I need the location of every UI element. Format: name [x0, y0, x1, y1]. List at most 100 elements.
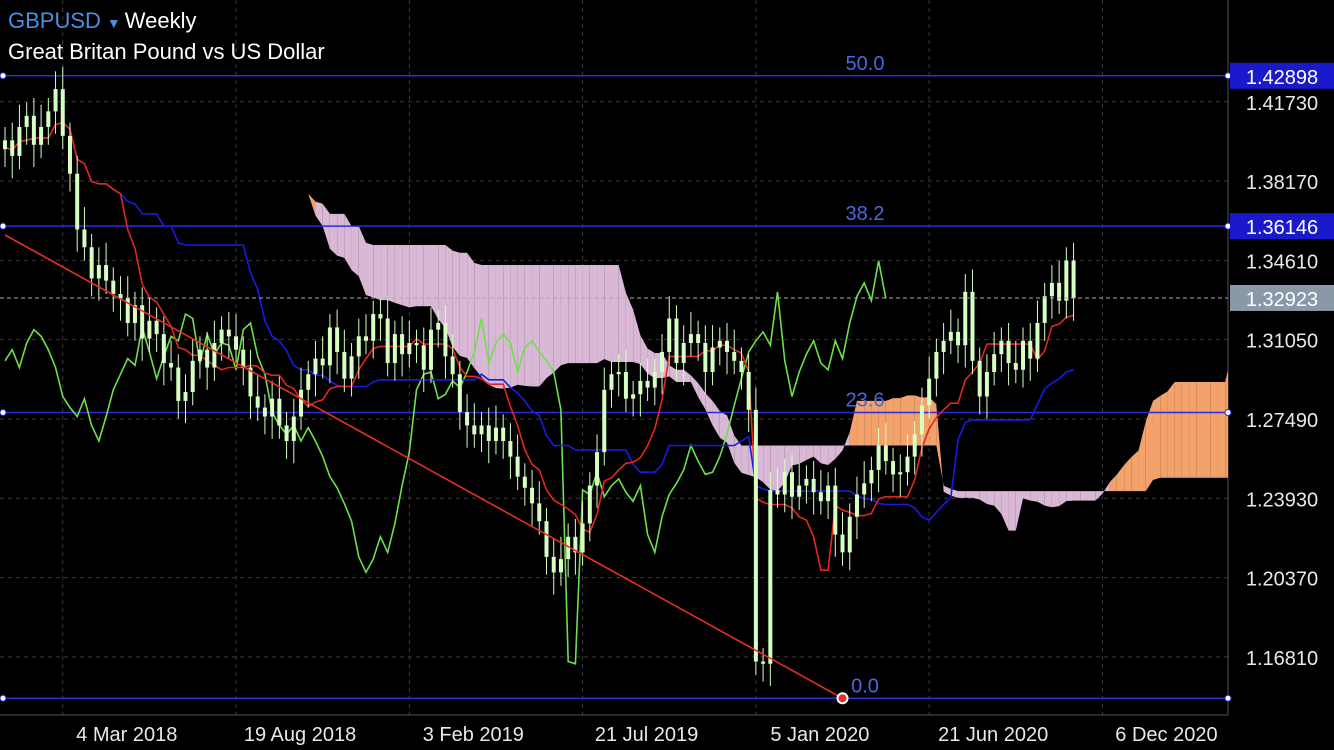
cloud-segment	[329, 213, 338, 256]
cloud-segment	[1210, 382, 1218, 478]
cloud-segment	[387, 245, 395, 303]
fib-price-label: 1.42898	[1246, 67, 1318, 89]
candle-body	[17, 126, 22, 156]
candle-body	[46, 111, 51, 127]
cloud-segment	[806, 445, 814, 460]
cloud-segment	[676, 369, 684, 383]
candle-body	[587, 485, 592, 524]
cloud-segment	[1152, 395, 1161, 481]
cloud-segment	[979, 491, 987, 504]
cloud-segment	[1174, 382, 1182, 478]
candle-body	[190, 360, 195, 393]
axes: 1.32923 1.41730 1.38170 1.34610 1.31050 1.274…	[0, 93, 1334, 746]
time-tick-label: 19 Aug 2018	[244, 724, 356, 746]
candle-body	[595, 452, 600, 486]
cloud-segment	[409, 245, 417, 308]
candle-body	[984, 371, 989, 397]
cloud-segment	[293, 183, 302, 190]
candle-body	[161, 334, 166, 364]
candle-body	[869, 469, 874, 484]
cloud-segment	[236, 124, 244, 139]
cloud-segment	[900, 395, 908, 446]
cloud-segment	[1116, 464, 1125, 492]
cloud-segment	[972, 491, 980, 500]
candle-body	[566, 536, 571, 560]
candle-body	[674, 318, 679, 364]
candle-body	[977, 360, 982, 397]
cloud-segment	[994, 491, 1002, 514]
candle-body	[111, 280, 116, 295]
cloud-segment	[698, 383, 706, 410]
candle-body	[371, 314, 376, 341]
candle-body	[342, 351, 347, 379]
cloud-segment	[1015, 491, 1024, 531]
candle-body	[364, 336, 368, 341]
candle-body	[407, 343, 412, 355]
candle-body	[544, 521, 549, 557]
cloud-segment	[1051, 491, 1060, 508]
candle-body	[82, 229, 87, 248]
cloud-segment	[546, 265, 554, 379]
chevron-down-icon[interactable]: ▼	[106, 15, 121, 31]
candle-body	[320, 358, 325, 366]
cloud-segment	[907, 395, 915, 446]
candle-body	[667, 318, 672, 352]
candle-body	[645, 380, 650, 388]
cloud-segment	[1073, 491, 1081, 501]
candle-body	[291, 416, 296, 442]
fib-handle-icon	[0, 222, 7, 230]
trendline[interactable]	[4, 234, 849, 705]
candle-body	[176, 367, 181, 401]
cloud-segment	[438, 245, 446, 328]
candle-body	[660, 351, 665, 372]
candle-body	[515, 456, 520, 477]
cloud-segment	[712, 400, 720, 438]
candle-body	[349, 356, 354, 379]
cloud-segment	[885, 398, 894, 446]
cloud-segment	[986, 491, 995, 506]
fibonacci-levels[interactable]: 50.0 1.42898 38.2 1.36146 23.6 0.0	[0, 53, 1334, 702]
candle-body	[385, 318, 390, 364]
cloud-segment	[214, 138, 222, 141]
cloud-segment	[1131, 450, 1139, 492]
cloud-segment	[1080, 491, 1088, 501]
cloud-segment	[192, 147, 200, 151]
candle-body	[10, 140, 15, 156]
cloud-segment	[1145, 400, 1153, 492]
cloud-segment	[1008, 491, 1016, 531]
candle-body	[60, 89, 65, 136]
candle-body	[782, 472, 787, 495]
candle-body	[255, 396, 260, 408]
candle-body	[999, 340, 1004, 355]
candle-body	[1035, 322, 1040, 359]
candle-body	[580, 523, 585, 553]
cloud-segment	[467, 252, 475, 369]
cloud-segment	[474, 262, 482, 377]
candle-body	[725, 340, 729, 352]
candle-body	[24, 115, 29, 127]
candle-body	[284, 425, 289, 442]
candle-body	[493, 427, 498, 442]
candle-body	[558, 559, 563, 573]
cloud-segment	[373, 245, 381, 301]
cloud-segment	[416, 245, 424, 307]
candle-body	[125, 298, 130, 323]
candle-body	[154, 320, 159, 335]
timeframe-selector[interactable]: Weekly	[124, 8, 197, 33]
candle-body	[919, 405, 924, 435]
cloud-segment	[604, 265, 612, 362]
cloud-segment	[250, 122, 258, 130]
candle-body	[804, 478, 809, 486]
candle-body	[169, 363, 174, 368]
candle-body	[436, 322, 441, 330]
candle-body	[891, 461, 896, 475]
candle-body	[400, 334, 405, 355]
symbol-selector[interactable]: GBPUSD	[8, 8, 101, 33]
fib-handle-icon	[0, 72, 7, 80]
candle-body	[818, 492, 823, 502]
candle-body	[67, 135, 72, 174]
candle-body	[956, 331, 961, 346]
candle-body	[681, 343, 686, 364]
current-price-label: 1.32923	[1246, 289, 1318, 311]
